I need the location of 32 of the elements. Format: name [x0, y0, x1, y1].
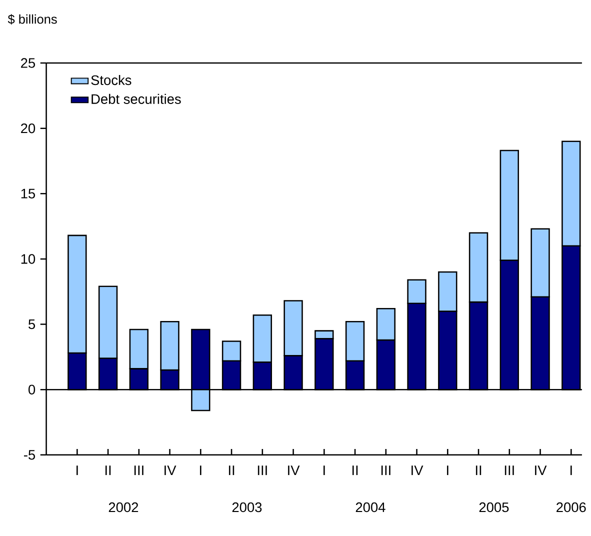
x-tick-label: II: [228, 466, 234, 476]
x-tick-label: III: [381, 466, 390, 476]
y-tick-label: 20: [21, 124, 36, 134]
x-tick-label: I: [570, 466, 572, 476]
x-tick-label: IV: [164, 466, 176, 476]
text: 2006: [556, 502, 586, 512]
x-tick-label: IV: [288, 466, 300, 476]
text: 2003: [232, 502, 262, 512]
text: 2005: [479, 502, 509, 512]
x-tick-label: III: [258, 466, 267, 476]
x-tick-label: IV: [412, 466, 424, 476]
x-tick-label: III: [504, 466, 514, 476]
y-axis-title: $ billions: [8, 14, 57, 25]
x-tick-label: II: [105, 466, 111, 476]
text: 2002: [108, 502, 138, 512]
y-tick-label: 25: [21, 58, 36, 68]
text: 2004: [356, 502, 386, 512]
x-tick-label: IV: [535, 466, 547, 476]
y-tick-label: 15: [21, 189, 36, 199]
y-tick-label: 0: [28, 384, 36, 395]
x-tick-label: III: [134, 466, 144, 476]
x-tick-label: I: [200, 466, 202, 476]
x-tick-label: I: [447, 466, 448, 476]
x-tick-label: I: [76, 466, 78, 476]
y-tick-label: 5: [28, 320, 36, 330]
x-tick-label: II: [476, 466, 482, 476]
legend-label: Stocks: [91, 75, 132, 86]
y-tick-label: 10: [21, 254, 36, 264]
x-tick-label: I: [324, 466, 325, 476]
y-tick-label: -5: [24, 450, 36, 460]
legend-label: Debt securities: [92, 94, 181, 104]
x-tick-label: II: [352, 466, 358, 476]
